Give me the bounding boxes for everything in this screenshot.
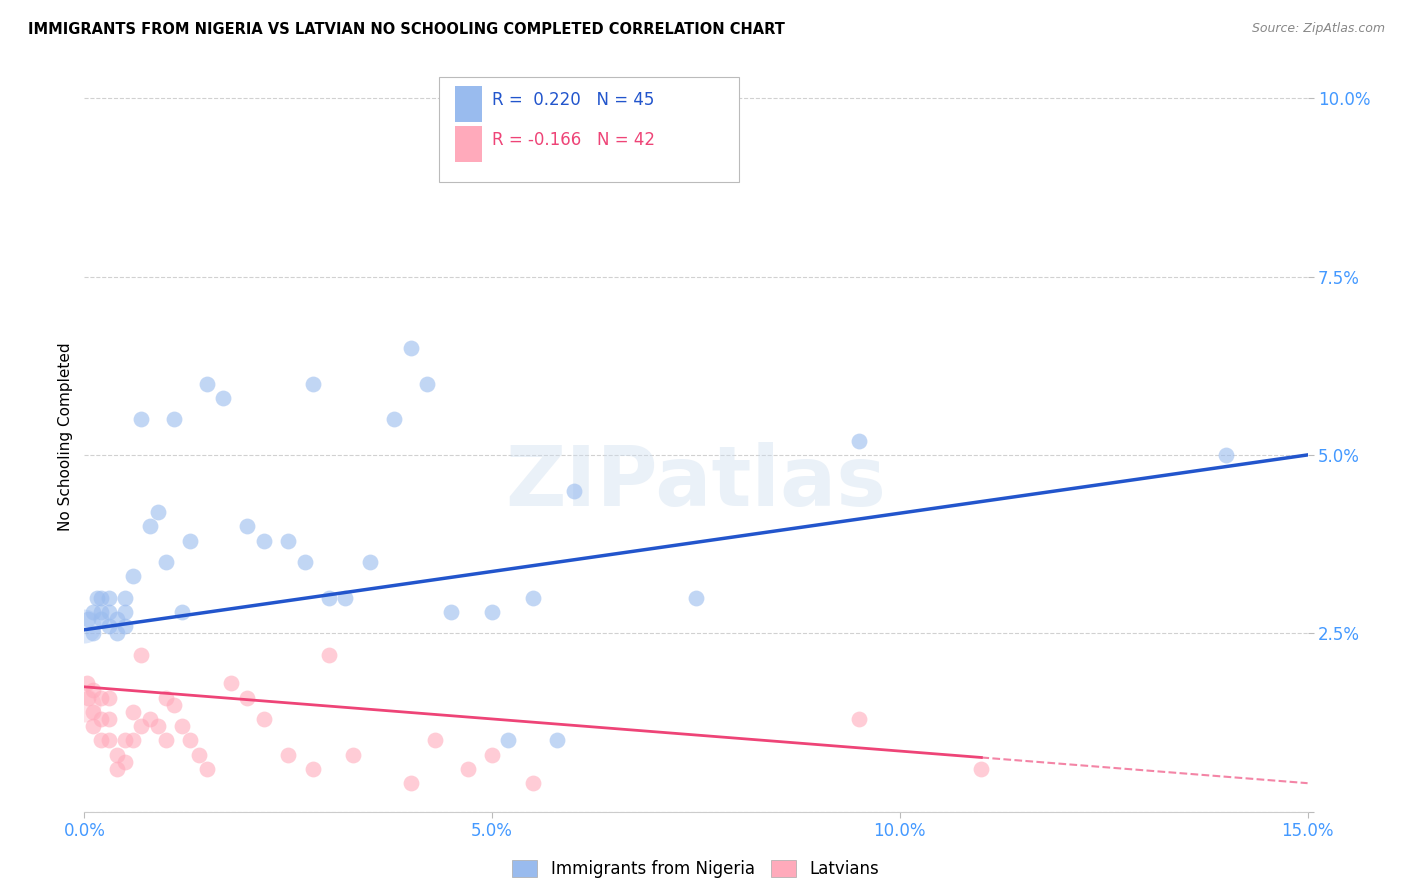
Point bbox=[481, 747, 503, 762]
Point bbox=[82, 683, 104, 698]
Text: IMMIGRANTS FROM NIGERIA VS LATVIAN NO SCHOOLING COMPLETED CORRELATION CHART: IMMIGRANTS FROM NIGERIA VS LATVIAN NO SC… bbox=[28, 22, 785, 37]
Point bbox=[114, 733, 136, 747]
Point bbox=[138, 519, 160, 533]
Point bbox=[187, 747, 209, 762]
Text: ZIPatlas: ZIPatlas bbox=[506, 442, 886, 523]
Point bbox=[114, 591, 136, 605]
Point bbox=[277, 747, 299, 762]
Point bbox=[219, 676, 242, 690]
Point bbox=[97, 690, 120, 705]
Point bbox=[122, 733, 145, 747]
Point bbox=[90, 690, 112, 705]
Point bbox=[73, 619, 96, 633]
Point bbox=[97, 619, 120, 633]
Point bbox=[90, 733, 112, 747]
Point bbox=[562, 483, 585, 498]
Point bbox=[179, 533, 201, 548]
Point bbox=[522, 591, 544, 605]
Text: R =  0.220   N = 45: R = 0.220 N = 45 bbox=[492, 91, 654, 109]
Point bbox=[236, 690, 259, 705]
Point bbox=[122, 569, 145, 583]
Point bbox=[179, 733, 201, 747]
Point bbox=[498, 733, 520, 747]
Point bbox=[423, 733, 446, 747]
Y-axis label: No Schooling Completed: No Schooling Completed bbox=[58, 343, 73, 532]
Point bbox=[359, 555, 381, 569]
Point bbox=[195, 376, 218, 391]
Point bbox=[90, 591, 112, 605]
Point bbox=[82, 605, 104, 619]
FancyBboxPatch shape bbox=[456, 126, 482, 162]
Point bbox=[546, 733, 568, 747]
Point bbox=[105, 762, 128, 776]
Point bbox=[86, 591, 108, 605]
FancyBboxPatch shape bbox=[439, 78, 738, 182]
Point bbox=[481, 605, 503, 619]
Point bbox=[76, 676, 98, 690]
Point bbox=[138, 712, 160, 726]
Point bbox=[155, 733, 177, 747]
Point bbox=[416, 376, 439, 391]
Point bbox=[212, 391, 235, 405]
Point bbox=[131, 648, 153, 662]
Point bbox=[90, 612, 112, 626]
Point bbox=[848, 712, 870, 726]
Point bbox=[97, 733, 120, 747]
Point bbox=[301, 762, 323, 776]
Point bbox=[105, 626, 128, 640]
Point bbox=[522, 776, 544, 790]
Point bbox=[318, 591, 340, 605]
Point bbox=[131, 719, 153, 733]
Point bbox=[105, 747, 128, 762]
Point bbox=[277, 533, 299, 548]
Point bbox=[382, 412, 405, 426]
Point bbox=[236, 519, 259, 533]
Point bbox=[195, 762, 218, 776]
Point bbox=[82, 705, 104, 719]
Point bbox=[73, 698, 96, 712]
Point bbox=[122, 705, 145, 719]
Point bbox=[301, 376, 323, 391]
Point bbox=[399, 341, 422, 355]
Point bbox=[82, 719, 104, 733]
Point bbox=[335, 591, 357, 605]
Point bbox=[440, 605, 463, 619]
Point bbox=[155, 690, 177, 705]
Point bbox=[97, 591, 120, 605]
Point bbox=[114, 605, 136, 619]
Point bbox=[318, 648, 340, 662]
Point bbox=[342, 747, 364, 762]
Point bbox=[77, 690, 100, 705]
Point bbox=[97, 605, 120, 619]
Point bbox=[97, 712, 120, 726]
Point bbox=[253, 533, 276, 548]
Legend: Immigrants from Nigeria, Latvians: Immigrants from Nigeria, Latvians bbox=[512, 860, 880, 879]
Point bbox=[114, 619, 136, 633]
Point bbox=[90, 712, 112, 726]
Point bbox=[172, 605, 194, 619]
Point bbox=[155, 555, 177, 569]
Point bbox=[253, 712, 276, 726]
Point bbox=[77, 612, 100, 626]
Point bbox=[131, 412, 153, 426]
Point bbox=[1215, 448, 1237, 462]
Point bbox=[163, 698, 186, 712]
Point bbox=[970, 762, 993, 776]
Point bbox=[163, 412, 186, 426]
Point bbox=[457, 762, 479, 776]
Point bbox=[90, 605, 112, 619]
Text: R = -0.166   N = 42: R = -0.166 N = 42 bbox=[492, 130, 655, 149]
Point bbox=[848, 434, 870, 448]
Point bbox=[172, 719, 194, 733]
Text: Source: ZipAtlas.com: Source: ZipAtlas.com bbox=[1251, 22, 1385, 36]
Point bbox=[146, 505, 169, 519]
Point bbox=[399, 776, 422, 790]
Point bbox=[146, 719, 169, 733]
Point bbox=[82, 626, 104, 640]
Point bbox=[294, 555, 316, 569]
FancyBboxPatch shape bbox=[456, 87, 482, 122]
Point bbox=[114, 755, 136, 769]
Point bbox=[105, 612, 128, 626]
Point bbox=[685, 591, 707, 605]
